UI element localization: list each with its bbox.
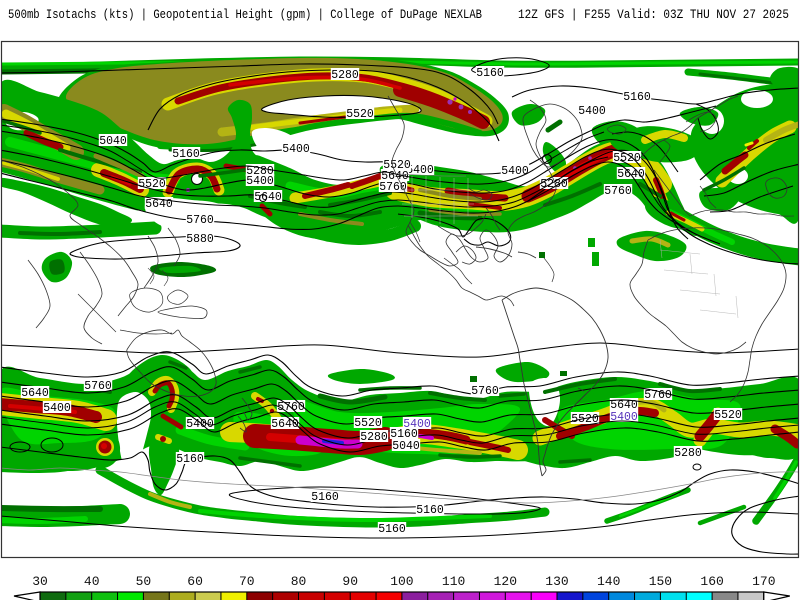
svg-text:5400: 5400 xyxy=(578,105,606,118)
svg-text:130: 130 xyxy=(545,574,568,589)
svg-text:5640: 5640 xyxy=(610,399,638,412)
svg-text:5400: 5400 xyxy=(43,402,71,415)
svg-text:5280: 5280 xyxy=(331,69,359,82)
svg-text:5160: 5160 xyxy=(172,148,200,161)
svg-text:30: 30 xyxy=(32,574,48,589)
svg-text:5400: 5400 xyxy=(501,165,529,178)
svg-text:5520: 5520 xyxy=(571,413,599,426)
svg-text:5760: 5760 xyxy=(84,380,112,393)
svg-text:5400: 5400 xyxy=(246,175,274,188)
svg-text:40: 40 xyxy=(84,574,100,589)
svg-text:5760: 5760 xyxy=(604,185,632,198)
svg-text:120: 120 xyxy=(494,574,517,589)
svg-text:150: 150 xyxy=(649,574,672,589)
svg-text:5760: 5760 xyxy=(644,389,672,402)
svg-text:110: 110 xyxy=(442,574,465,589)
svg-text:5760: 5760 xyxy=(379,181,407,194)
svg-text:170: 170 xyxy=(752,574,775,589)
svg-text:5400: 5400 xyxy=(610,411,638,424)
svg-text:5160: 5160 xyxy=(476,67,504,80)
svg-text:12Z GFS | F255 Valid: 03Z THU: 12Z GFS | F255 Valid: 03Z THU NOV 27 202… xyxy=(518,7,789,22)
svg-text:5520: 5520 xyxy=(714,409,742,422)
svg-text:5640: 5640 xyxy=(254,191,282,204)
svg-text:90: 90 xyxy=(342,574,358,589)
svg-text:5520: 5520 xyxy=(383,159,411,172)
svg-text:5160: 5160 xyxy=(176,453,204,466)
svg-text:70: 70 xyxy=(239,574,255,589)
svg-text:5280: 5280 xyxy=(360,431,388,444)
svg-text:160: 160 xyxy=(700,574,723,589)
svg-text:5640: 5640 xyxy=(381,170,409,183)
svg-text:50: 50 xyxy=(136,574,152,589)
svg-text:5880: 5880 xyxy=(186,233,214,246)
svg-text:5640: 5640 xyxy=(21,387,49,400)
svg-text:5520: 5520 xyxy=(613,152,641,165)
svg-text:5160: 5160 xyxy=(311,491,339,504)
svg-text:5640: 5640 xyxy=(271,418,299,431)
svg-text:500mb Isotachs (kts) | Geopote: 500mb Isotachs (kts) | Geopotential Heig… xyxy=(8,7,482,22)
svg-text:5040: 5040 xyxy=(99,135,127,148)
svg-text:5760: 5760 xyxy=(471,385,499,398)
svg-text:100: 100 xyxy=(390,574,413,589)
svg-text:5280: 5280 xyxy=(540,178,568,191)
svg-text:5040: 5040 xyxy=(392,440,420,453)
svg-text:5520: 5520 xyxy=(346,108,374,121)
svg-text:5520: 5520 xyxy=(354,417,382,430)
svg-text:5280: 5280 xyxy=(674,447,702,460)
svg-text:80: 80 xyxy=(291,574,307,589)
svg-text:5520: 5520 xyxy=(138,178,166,191)
svg-text:5400: 5400 xyxy=(282,143,310,156)
svg-text:5400: 5400 xyxy=(406,164,434,177)
svg-text:5160: 5160 xyxy=(390,428,418,441)
svg-text:60: 60 xyxy=(187,574,203,589)
svg-text:5160: 5160 xyxy=(623,91,651,104)
svg-text:5640: 5640 xyxy=(145,198,173,211)
svg-text:5760: 5760 xyxy=(186,214,214,227)
svg-text:5160: 5160 xyxy=(416,504,444,517)
svg-text:5160: 5160 xyxy=(378,523,406,536)
svg-text:140: 140 xyxy=(597,574,620,589)
